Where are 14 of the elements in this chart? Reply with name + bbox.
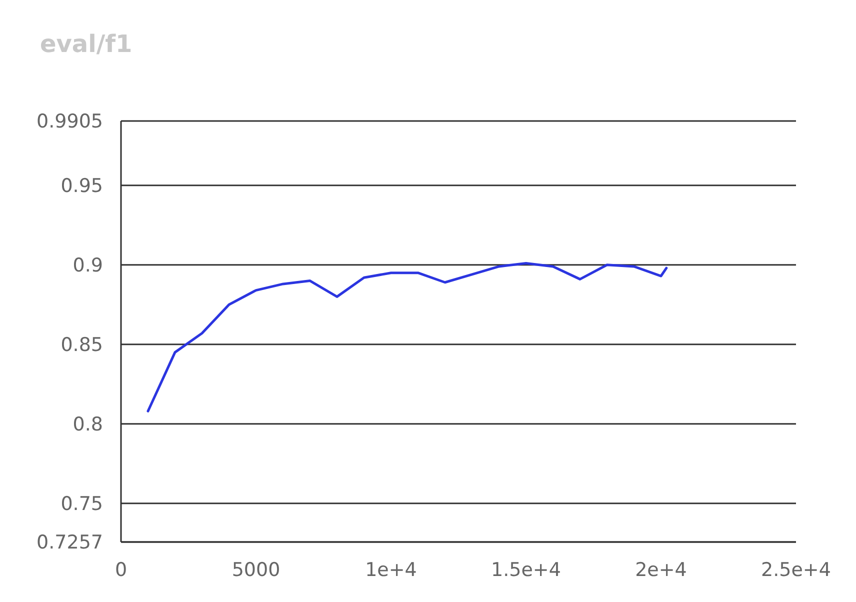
y-tick-label: 0.7257 — [36, 532, 103, 554]
y-tick-label: 0.85 — [60, 334, 103, 356]
y-tick-label: 0.9 — [72, 254, 103, 277]
x-tick-label: 1e+4 — [365, 559, 417, 581]
x-tick-label: 1.5e+4 — [491, 559, 561, 581]
x-tick-label: 5000 — [232, 559, 280, 581]
x-tick-label: 2e+4 — [635, 559, 687, 581]
y-tick-label: 0.9905 — [36, 110, 103, 133]
line-series — [146, 262, 668, 412]
y-tick-label: 0.75 — [60, 493, 103, 516]
x-tick-label: 2.5e+4 — [761, 559, 831, 581]
y-tick-label: 0.95 — [60, 175, 103, 198]
y-tick-label: 0.8 — [72, 414, 103, 436]
x-tick-label: 0 — [114, 559, 128, 581]
